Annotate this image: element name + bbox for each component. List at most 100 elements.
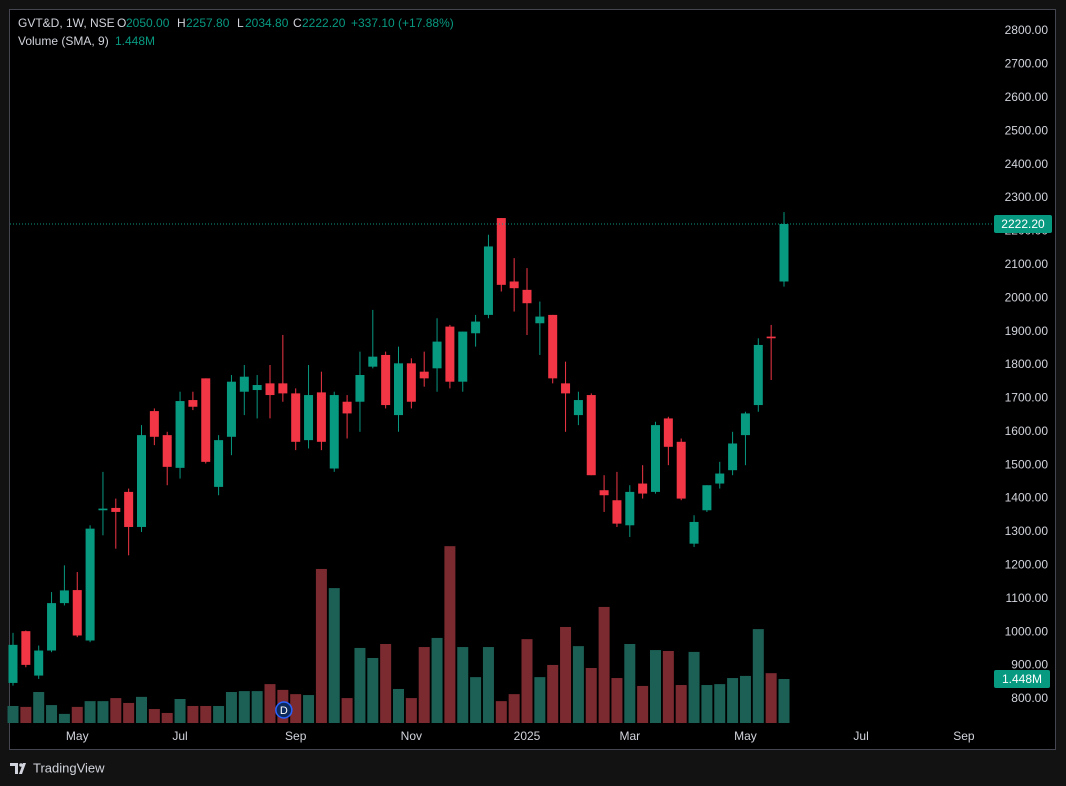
volume-bar <box>71 706 83 723</box>
volume-bar <box>393 688 404 723</box>
candle-body <box>625 491 635 526</box>
y-tick-label: 1700.00 <box>1005 391 1049 405</box>
event-marker <box>275 701 293 719</box>
candle-body <box>137 435 146 527</box>
y-tick-label: 2600.00 <box>1005 90 1049 104</box>
volume-bar <box>521 639 533 723</box>
volume-bar <box>482 647 494 723</box>
y-tick-label: 1300.00 <box>1005 524 1049 538</box>
brand-name: TradingView <box>33 760 105 775</box>
ohlc-key: C <box>293 16 302 30</box>
volume-bar <box>290 694 302 723</box>
x-tick-label: Jul <box>172 729 187 743</box>
candle-body <box>445 326 455 382</box>
candle-body <box>342 401 352 414</box>
volume-bar <box>765 673 777 723</box>
ohlc-value: 2050.00 <box>126 16 170 30</box>
volume-bar <box>727 678 739 723</box>
x-tick-label: Mar <box>619 729 640 743</box>
volume-bar <box>778 679 790 723</box>
volume-bar <box>33 692 45 723</box>
ohlc-key: H <box>177 16 186 30</box>
candle-body <box>586 395 596 476</box>
ohlc-value: 2034.80 <box>245 16 289 30</box>
y-tick-label: 1500.00 <box>1005 457 1049 471</box>
candle-body <box>188 400 198 407</box>
candle-body <box>728 443 738 471</box>
volume-bar <box>405 698 417 723</box>
candle-body <box>59 590 69 604</box>
candle-body <box>483 246 493 315</box>
y-tick-label: 2700.00 <box>1005 57 1049 71</box>
candle-body <box>509 281 519 289</box>
y-tick-label: 1600.00 <box>1005 424 1049 438</box>
volume-bar <box>84 701 96 723</box>
x-tick-label: Nov <box>401 729 422 743</box>
candle-body <box>406 363 416 402</box>
y-tick-label: 1100.00 <box>1006 591 1049 605</box>
candle-body <box>316 392 326 442</box>
volume-bar <box>380 644 392 723</box>
chart-frame <box>9 9 1056 750</box>
candle-body <box>239 376 249 392</box>
y-tick-label: 2800.00 <box>1005 23 1049 37</box>
volume-bar <box>213 705 225 723</box>
x-tick-label: 2025 <box>514 729 541 743</box>
last-price-label: 2222.20 <box>1001 217 1045 231</box>
candle-body <box>651 425 660 492</box>
candle-body <box>702 485 712 511</box>
volume-bar <box>547 664 559 723</box>
volume-bar <box>354 647 366 723</box>
volume-bar <box>701 685 713 723</box>
x-tick-label: Jul <box>853 729 868 743</box>
volume-bar <box>97 701 109 723</box>
volume-bar <box>675 685 687 723</box>
candle-body <box>522 289 532 304</box>
y-tick-label: 2500.00 <box>1005 123 1049 137</box>
candle-body <box>381 354 391 406</box>
x-tick-label: Sep <box>285 729 307 743</box>
volume-bar <box>470 677 482 723</box>
volume-bar <box>251 691 263 723</box>
y-tick-label: 800.00 <box>1011 691 1048 705</box>
volume-tag <box>994 670 1050 689</box>
volume-bar <box>495 701 507 723</box>
candle-body <box>111 507 121 512</box>
candle-body <box>740 413 750 436</box>
y-tick-label: 2300.00 <box>1005 190 1049 204</box>
candle-body <box>612 500 622 524</box>
volume-bar <box>58 713 70 723</box>
candle-body <box>8 644 18 683</box>
candle-body <box>715 473 725 484</box>
volume-bar <box>431 637 443 723</box>
volume-bar <box>136 696 147 723</box>
candle-body <box>419 371 429 379</box>
change-label: +337.10 (+17.88%) <box>351 16 454 30</box>
volume-bar <box>225 692 237 723</box>
volume-bar <box>572 646 584 723</box>
volume-bar <box>341 698 353 723</box>
volume-bar <box>508 694 520 723</box>
volume-bar <box>174 698 186 723</box>
candle-body <box>599 490 609 496</box>
candle-body <box>175 401 185 468</box>
y-tick-label: 1400.00 <box>1005 491 1049 505</box>
candle-body <box>535 316 545 324</box>
candle-body <box>394 363 403 416</box>
candle-body <box>252 385 262 391</box>
volume-bar <box>315 568 327 723</box>
volume-tag-label: 1.448M <box>1002 672 1042 686</box>
volume-bar <box>662 650 674 723</box>
candle-body <box>753 344 763 406</box>
volume-bar <box>650 650 661 723</box>
candle-body <box>98 508 108 511</box>
volume-bar <box>637 685 649 723</box>
volume-bar <box>560 626 572 723</box>
candle-body <box>548 314 558 379</box>
volume-bar <box>611 678 623 723</box>
candle-body <box>663 418 673 447</box>
x-tick-label: May <box>734 729 757 743</box>
candle-body <box>162 435 172 467</box>
candle-body <box>72 590 82 636</box>
